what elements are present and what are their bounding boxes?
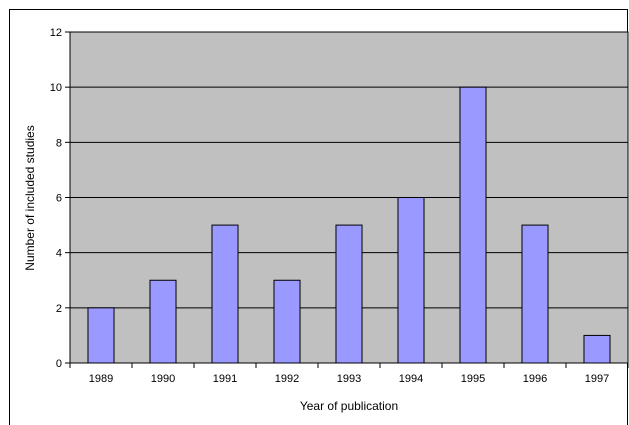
bar <box>335 224 363 364</box>
bar <box>87 307 115 364</box>
y-tick-label: 4 <box>56 248 62 260</box>
x-tick-label: 1996 <box>523 373 547 385</box>
axes: 0 2 4 6 8 10 12 1989 1990 1991 1992 1993 1994 1995 199… <box>50 27 629 385</box>
x-tick-label: 1990 <box>151 373 175 385</box>
bar <box>149 279 177 364</box>
y-tick-label: 2 <box>56 303 62 315</box>
y-axis-label: Number of included studies <box>23 125 37 270</box>
bar <box>211 224 239 364</box>
x-tick-label: 1992 <box>275 373 299 385</box>
x-tick-label: 1995 <box>461 373 485 385</box>
bar <box>273 279 301 364</box>
x-tick-label: 1993 <box>337 373 361 385</box>
bar <box>521 224 549 364</box>
y-tick-label: 8 <box>56 137 62 149</box>
bar <box>583 334 611 364</box>
y-tick-label: 10 <box>50 82 62 94</box>
y-tick-label: 6 <box>56 193 62 205</box>
x-tick-label: 1994 <box>399 373 423 385</box>
x-tick-label: 1989 <box>89 373 113 385</box>
x-axis-label: Year of publication <box>300 399 398 413</box>
x-tick-label: 1997 <box>585 373 609 385</box>
bar <box>397 197 425 364</box>
y-tick-label: 0 <box>56 358 62 370</box>
y-tick-label: 12 <box>50 27 62 39</box>
bars <box>87 86 611 364</box>
x-tick-label: 1991 <box>213 373 237 385</box>
bar <box>459 86 487 364</box>
